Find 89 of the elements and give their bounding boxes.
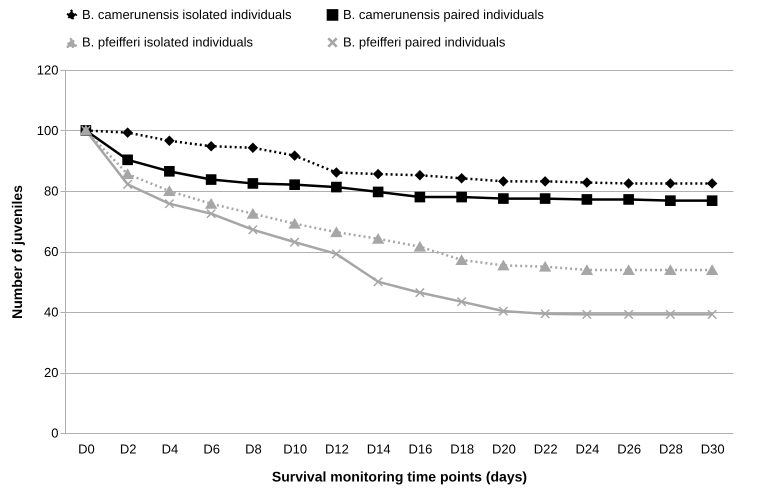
point [624,309,634,320]
point [414,192,426,202]
point [290,237,300,248]
point [582,194,592,205]
point [290,150,300,161]
point [540,176,550,186]
point [498,306,508,316]
point [331,168,342,178]
point [622,264,634,275]
y-tick-label: 60 [44,244,58,259]
point [539,262,551,272]
point [331,248,342,259]
y-axis-title: Number of juveniles [8,184,25,319]
point [623,194,634,205]
x-tick-label: D0 [78,442,95,456]
point [248,178,258,189]
point [122,169,134,180]
point [665,178,676,188]
x-tick-label: D24 [575,442,600,456]
point [164,198,174,209]
x-tick-label: D8 [245,442,262,456]
point [706,195,718,206]
point [289,179,300,190]
point [122,154,133,166]
point [498,260,510,270]
point [206,208,216,219]
point [414,170,425,180]
y-tick-label: 80 [44,184,58,198]
y-tick-label: 120 [36,62,58,78]
point [624,178,634,188]
point [582,309,592,320]
y-tick-label: 100 [36,123,58,138]
x-tick-label: D18 [450,442,474,456]
y-tick-label: 0 [51,426,58,440]
point [456,192,467,202]
point [247,208,259,219]
point [665,195,676,206]
x-tick-label: D10 [283,442,308,456]
point [164,186,176,196]
point [373,276,384,287]
point [248,142,258,153]
point [122,179,133,190]
point [248,224,258,235]
point [456,254,468,265]
point [330,227,342,238]
x-tick-label: D4 [162,442,178,456]
legend-label: B. pfeifferi paired individuals [343,34,506,50]
point [206,174,216,185]
point [707,309,718,320]
x-tick-label: D16 [408,442,432,456]
point [707,178,718,188]
point [665,309,676,320]
x-tick-label: D22 [534,442,558,456]
point [582,178,592,188]
point [164,166,175,177]
legend-label: B. camerunensis paired individuals [343,6,544,22]
point [372,234,384,244]
point [498,193,509,204]
x-tick-label: D2 [120,442,136,456]
legend-label: B. pfeifferi isolated individuals [82,34,254,50]
point [456,296,467,307]
x-tick-label: D20 [492,442,516,456]
legend-label: B. camerunensis isolated individuals [82,7,292,22]
point [122,128,133,138]
x-tick-label: D26 [617,442,642,456]
point [664,264,676,275]
x-axis-title: Survival monitoring time points (days) [272,468,528,484]
point [206,141,216,152]
point [456,173,467,184]
point [414,288,425,298]
point [372,186,384,198]
point [205,198,217,209]
x-tick-label: D28 [658,442,683,456]
x-tick-label: D14 [366,442,391,456]
point [540,308,550,319]
point [414,242,426,252]
point [288,218,300,229]
y-tick-label: 40 [44,304,58,320]
point [373,169,384,179]
point [331,182,342,192]
x-tick-label: D12 [324,442,349,456]
point [498,176,508,186]
point [164,136,174,146]
point [581,264,593,275]
x-tick-label: D30 [700,442,725,456]
point [706,264,718,275]
y-tick-label: 20 [44,365,58,380]
point [540,193,550,204]
x-tick-label: D6 [203,442,220,456]
